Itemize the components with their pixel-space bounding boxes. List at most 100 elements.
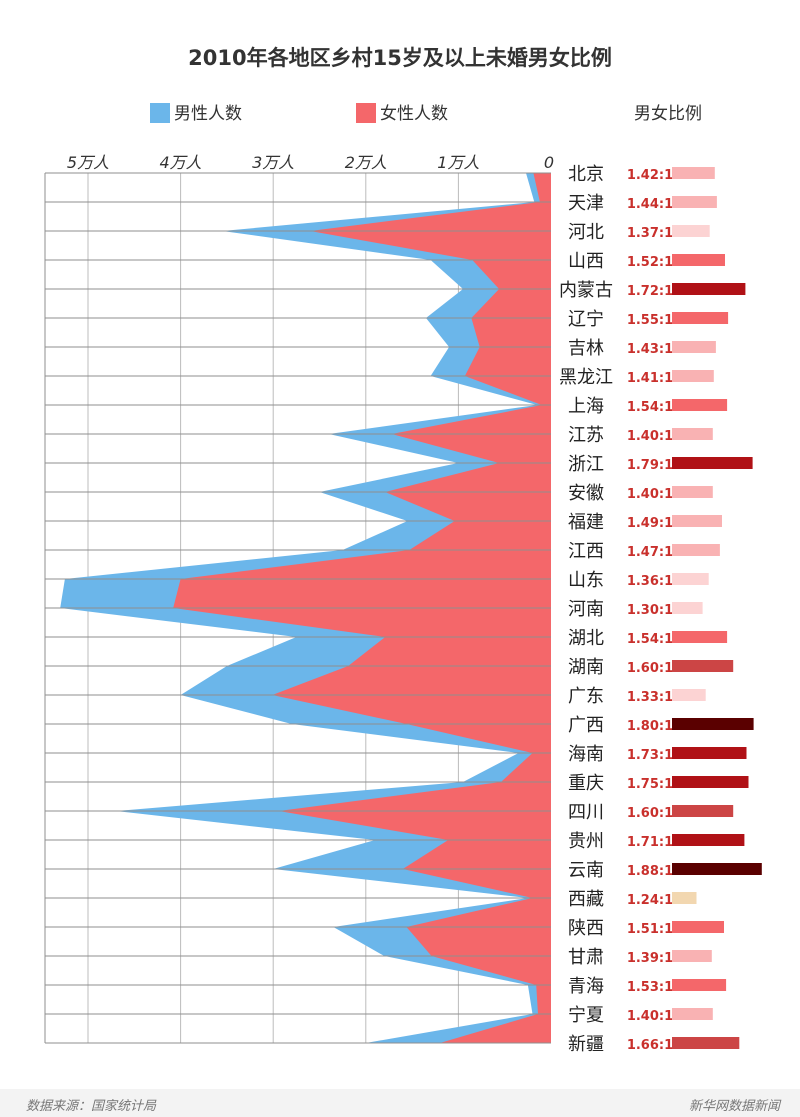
legend-label-female: 女性人数 bbox=[380, 104, 448, 124]
x-tick-label: 4万人 bbox=[160, 153, 202, 172]
ratio-bar bbox=[672, 979, 727, 991]
ratio-label: 1.36:1 bbox=[627, 574, 673, 589]
x-tick-label: 1万人 bbox=[437, 153, 479, 172]
ratio-label: 1.54:1 bbox=[627, 400, 673, 415]
ratio-bar bbox=[672, 573, 709, 585]
ratio-label: 1.43:1 bbox=[627, 342, 673, 357]
ratio-bar bbox=[672, 486, 713, 498]
footer-brand: 新华网数据新闻 bbox=[688, 1099, 780, 1114]
ratio-label: 1.60:1 bbox=[627, 806, 673, 821]
province-label: 吉林 bbox=[568, 338, 604, 359]
province-label: 天津 bbox=[568, 193, 604, 214]
footer: 数据来源：国家统计局 新华网数据新闻 bbox=[0, 1089, 800, 1117]
province-label: 山东 bbox=[568, 570, 604, 591]
ratio-bar bbox=[672, 718, 754, 730]
ratio-label: 1.52:1 bbox=[627, 255, 673, 270]
legend-swatch-male bbox=[150, 103, 170, 123]
province-label: 云南 bbox=[568, 860, 604, 881]
ratio-bar bbox=[672, 167, 715, 179]
chart-title: 2010年各地区乡村15岁及以上未婚男女比例 bbox=[188, 46, 612, 70]
ratio-label: 1.42:1 bbox=[627, 168, 673, 183]
ratio-bar bbox=[672, 805, 734, 817]
ratio-label: 1.53:1 bbox=[627, 980, 673, 995]
province-label: 福建 bbox=[568, 512, 604, 533]
ratio-bar bbox=[672, 515, 722, 527]
ratio-label: 1.24:1 bbox=[627, 893, 673, 908]
province-label: 宁夏 bbox=[568, 1005, 604, 1026]
ratio-label: 1.51:1 bbox=[627, 922, 673, 937]
ratio-bar bbox=[672, 776, 749, 788]
ratio-bar bbox=[672, 689, 706, 701]
province-label: 浙江 bbox=[568, 454, 604, 475]
province-label: 广西 bbox=[568, 715, 604, 736]
province-label: 陕西 bbox=[568, 918, 604, 939]
ratio-bar bbox=[672, 312, 729, 324]
province-label: 贵州 bbox=[568, 831, 604, 852]
footer-source: 数据来源：国家统计局 bbox=[26, 1099, 157, 1114]
province-label: 甘肃 bbox=[568, 947, 604, 968]
ratio-label: 1.40:1 bbox=[627, 487, 673, 502]
ratio-bar bbox=[672, 196, 717, 208]
province-label: 山西 bbox=[568, 251, 604, 272]
ratio-label: 1.55:1 bbox=[627, 313, 673, 328]
ratio-label: 1.39:1 bbox=[627, 951, 673, 966]
province-label: 广东 bbox=[568, 686, 604, 707]
ratio-bar bbox=[672, 341, 716, 353]
ratio-bar bbox=[672, 283, 746, 295]
ratio-label: 1.72:1 bbox=[627, 284, 673, 299]
ratio-label: 1.30:1 bbox=[627, 603, 673, 618]
ratio-label: 1.40:1 bbox=[627, 1009, 673, 1024]
province-label: 海南 bbox=[568, 744, 604, 765]
x-tick-label: 2万人 bbox=[345, 153, 387, 172]
ratio-bar bbox=[672, 747, 747, 759]
x-tick-label: 3万人 bbox=[252, 153, 294, 172]
province-label: 安徽 bbox=[568, 483, 604, 504]
ratio-header: 男女比例 bbox=[634, 104, 702, 124]
ratio-label: 1.49:1 bbox=[627, 516, 673, 531]
province-label: 河北 bbox=[568, 222, 604, 243]
ratio-bar bbox=[672, 1037, 740, 1049]
ratio-bar bbox=[672, 1008, 713, 1020]
ratio-bar bbox=[672, 225, 710, 237]
ratio-bar bbox=[672, 863, 762, 875]
ratio-bar bbox=[672, 950, 712, 962]
ratio-bar bbox=[672, 428, 713, 440]
province-label: 北京 bbox=[568, 164, 604, 185]
legend-label-male: 男性人数 bbox=[174, 104, 242, 124]
province-label: 江苏 bbox=[568, 425, 604, 446]
province-label: 湖南 bbox=[568, 657, 604, 678]
ratio-label: 1.44:1 bbox=[627, 197, 673, 212]
province-label: 上海 bbox=[568, 396, 604, 417]
ratio-bar bbox=[672, 544, 720, 556]
ratio-label: 1.47:1 bbox=[627, 545, 673, 560]
ratio-label: 1.33:1 bbox=[627, 690, 673, 705]
legend-swatch-female bbox=[356, 103, 376, 123]
ratio-bar bbox=[672, 660, 734, 672]
province-label: 西藏 bbox=[568, 889, 604, 910]
province-label: 重庆 bbox=[568, 773, 604, 794]
ratio-label: 1.54:1 bbox=[627, 632, 673, 647]
province-label: 河南 bbox=[568, 599, 604, 620]
province-label: 黑龙江 bbox=[559, 367, 613, 388]
province-label: 江西 bbox=[568, 541, 604, 562]
ratio-bar bbox=[672, 457, 753, 469]
ratio-bar bbox=[672, 631, 728, 643]
ratio-bar bbox=[672, 602, 703, 614]
ratio-label: 1.88:1 bbox=[627, 864, 673, 879]
province-label: 内蒙古 bbox=[559, 280, 613, 301]
province-label: 辽宁 bbox=[568, 309, 604, 330]
ratio-label: 1.37:1 bbox=[627, 226, 673, 241]
ratio-bar bbox=[672, 254, 725, 266]
province-label: 湖北 bbox=[568, 628, 604, 649]
province-label: 青海 bbox=[568, 976, 604, 997]
x-tick-label: 5万人 bbox=[67, 153, 109, 172]
ratio-label: 1.41:1 bbox=[627, 371, 673, 386]
ratio-bar bbox=[672, 834, 745, 846]
ratio-bar bbox=[672, 921, 724, 933]
ratio-label: 1.40:1 bbox=[627, 429, 673, 444]
ratio-bar bbox=[672, 370, 714, 382]
ratio-label: 1.80:1 bbox=[627, 719, 673, 734]
x-tick-label: 0 bbox=[544, 153, 554, 172]
ratio-label: 1.79:1 bbox=[627, 458, 673, 473]
